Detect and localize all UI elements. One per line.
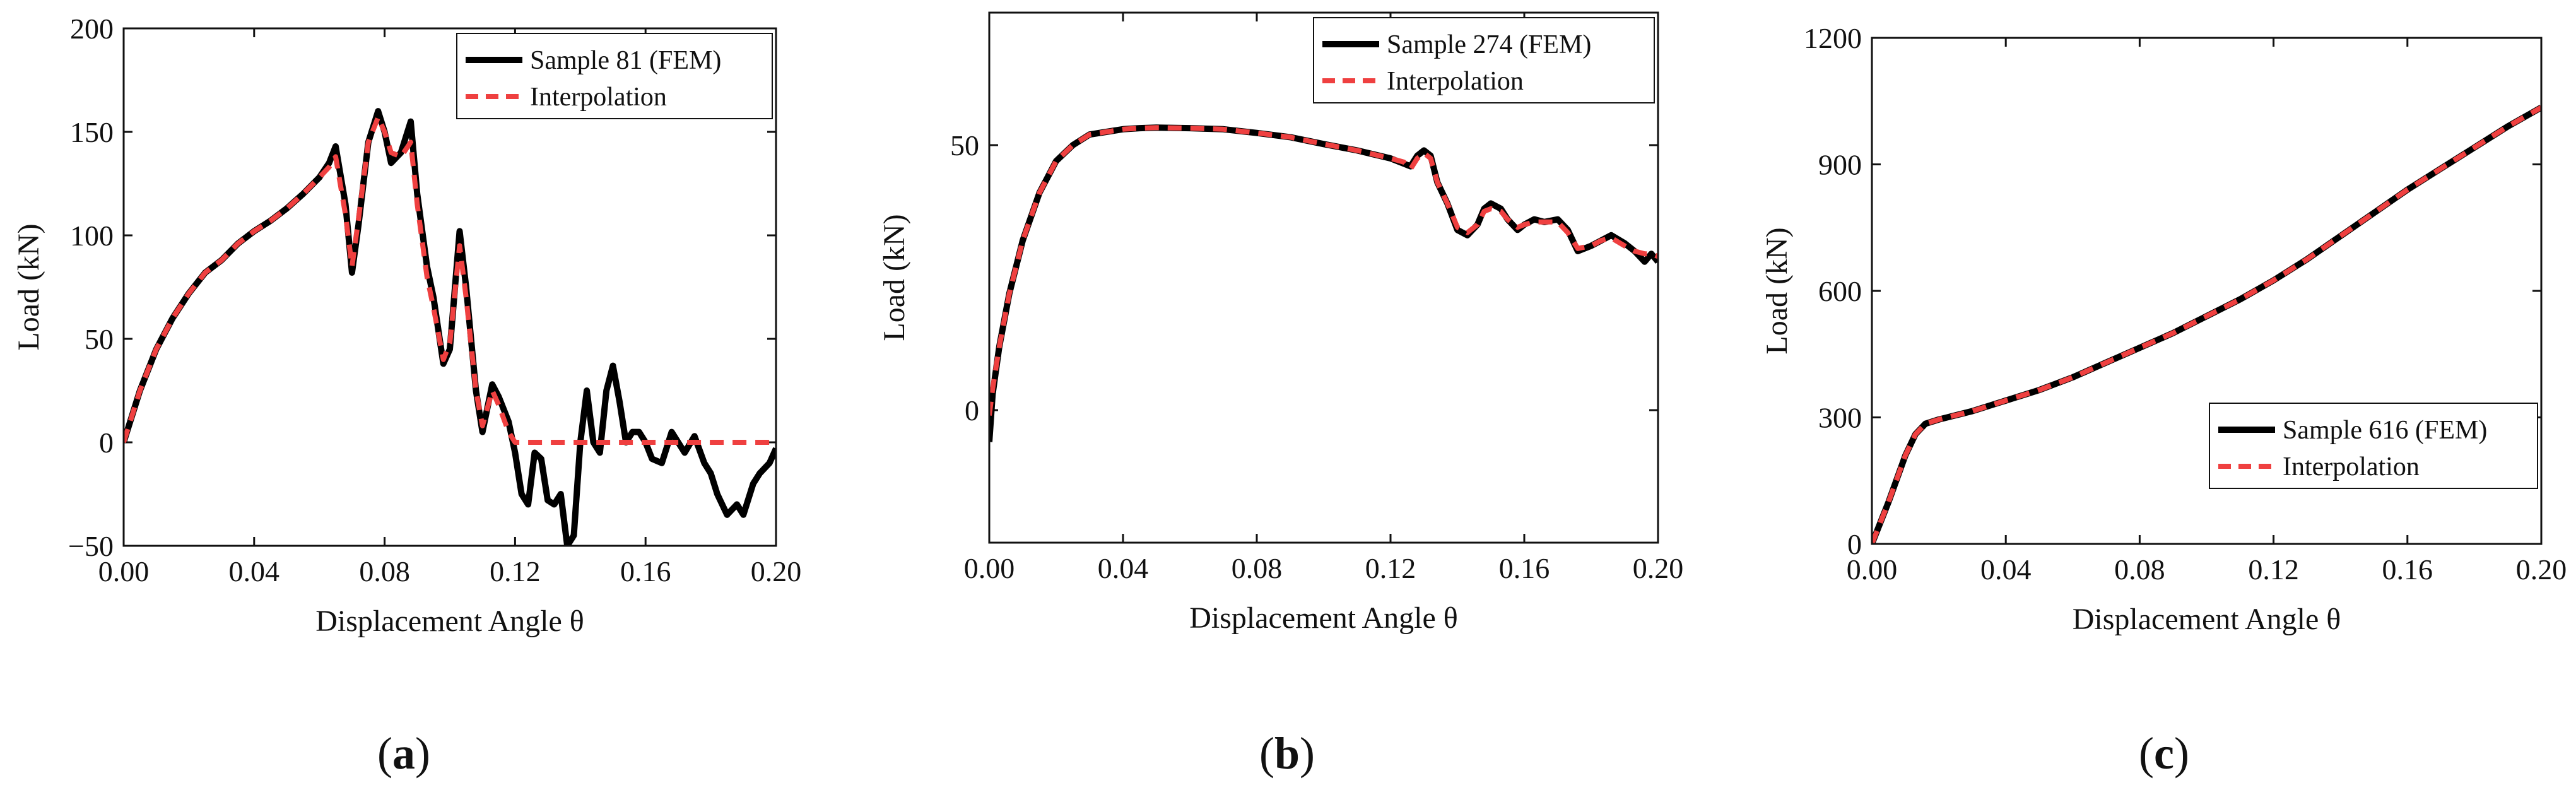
y-tick-label: 900 [1818, 149, 1862, 181]
x-axis-label: Displacement Angle θ [2073, 603, 2341, 636]
chart-panel-c: 0.00 0.04 0.08 0.12 0.16 0.20 0 300 600 900 1200 Di… [1760, 22, 2567, 779]
x-tick-label: 0.04 [229, 555, 280, 587]
y-tick-label: 200 [70, 13, 114, 45]
caption-part: ( [2139, 728, 2154, 779]
y-axis-label: Load (kN) [878, 214, 911, 341]
legend-box [1313, 17, 1655, 103]
fem-line [989, 124, 1658, 442]
y-tick-label: 0 [99, 427, 114, 459]
plot-frame [988, 11, 1659, 544]
x-tick-label: 0.08 [2114, 553, 2165, 586]
x-tick-label: 0.20 [1633, 552, 1684, 584]
chart-panel-b: 0.00 0.04 0.08 0.12 0.16 0.20 0 50 Displacement … [878, 11, 1684, 779]
legend-label: Interpolation [530, 83, 667, 112]
x-tick-label: 0.16 [2382, 553, 2433, 586]
plot-frame [1871, 37, 2543, 545]
caption-part: ( [1259, 728, 1274, 779]
x-tick-label: 0.04 [1098, 552, 1149, 584]
x-tick-label: 0.12 [490, 555, 541, 587]
x-tick-label: 0.00 [964, 552, 1015, 584]
y-tick-label: 50 [950, 129, 979, 162]
y-tick-label: −50 [68, 530, 114, 562]
subfigure-caption: (c) [2139, 728, 2189, 779]
y-tick-label: 0 [1847, 528, 1862, 560]
caption-part: ) [1300, 728, 1315, 779]
legend-box [2209, 403, 2538, 489]
legend-label: Sample 274 (FEM) [1387, 30, 1591, 59]
caption-part: a [392, 728, 415, 779]
legend: Sample 616 (FEM) Interpolation [2209, 403, 2538, 489]
legend-label: Interpolation [2283, 452, 2420, 481]
y-tick-label: 150 [70, 116, 114, 148]
caption-part: ) [2174, 728, 2189, 779]
fem-line [1872, 104, 2541, 544]
caption-part: ) [415, 728, 430, 779]
x-tick-label: 0.20 [751, 555, 802, 587]
y-tick-label: 600 [1818, 275, 1862, 307]
x-tick-label: 0.08 [1232, 552, 1283, 584]
x-tick-label: 0.16 [1499, 552, 1550, 584]
x-tick-label: 0.00 [98, 555, 150, 587]
legend-label: Interpolation [1387, 67, 1524, 96]
y-tick-label: 0 [965, 394, 979, 427]
x-tick-label: 0.12 [1365, 552, 1416, 584]
y-tick-label: 300 [1818, 402, 1862, 434]
chart-panel-a: 0.00 0.04 0.08 0.12 0.16 0.20 −50 0 50 100 150 200 D… [12, 13, 801, 779]
y-axis-label: Load (kN) [12, 223, 45, 350]
legend-label: Sample 616 (FEM) [2283, 416, 2487, 445]
x-tick-label: 0.12 [2248, 553, 2299, 586]
x-tick-label: 0.04 [1980, 553, 2032, 586]
interpolation-line [124, 115, 776, 445]
legend-box [456, 33, 773, 119]
plot-frame [122, 27, 777, 547]
legend: Sample 274 (FEM) Interpolation [1313, 17, 1655, 103]
x-axis-label: Displacement Angle θ [315, 604, 584, 638]
subfigure-caption: (b) [1259, 728, 1315, 779]
x-tick-label: 0.16 [620, 555, 671, 587]
caption-part: b [1274, 728, 1300, 779]
y-tick-label: 1200 [1804, 22, 1862, 54]
subfigure-caption: (a) [377, 728, 430, 779]
y-tick-label: 50 [85, 323, 114, 355]
fem-line [124, 108, 776, 546]
caption-part: ( [377, 728, 392, 779]
interpolation-line [989, 125, 1658, 416]
x-tick-label: 0.20 [2516, 553, 2567, 586]
legend: Sample 81 (FEM) Interpolation [456, 33, 773, 119]
legend-label: Sample 81 (FEM) [530, 46, 721, 75]
x-tick-label: 0.00 [1847, 553, 1898, 586]
y-tick-label: 100 [70, 220, 114, 252]
y-axis-label: Load (kN) [1760, 227, 1794, 354]
x-axis-label: Displacement Angle θ [1189, 601, 1458, 635]
x-tick-label: 0.08 [359, 555, 410, 587]
caption-part: c [2154, 728, 2174, 779]
